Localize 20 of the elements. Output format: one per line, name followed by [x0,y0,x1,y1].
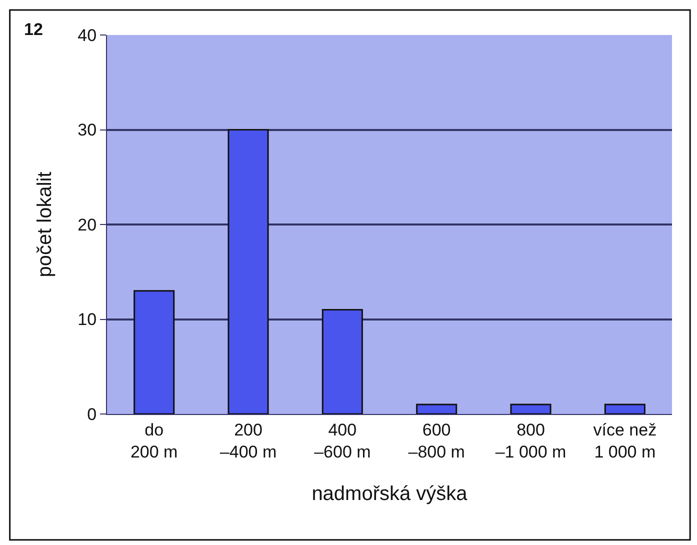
y-tick-label: 40 [78,26,97,45]
x-axis-title: nadmořská výška [312,483,468,505]
bar [134,290,175,414]
x-tick-label: 200 –400 m [220,420,277,462]
x-tick-label: 800 –1 000 m [495,420,566,462]
bar [322,309,363,414]
y-axis-title: počet lokalit [34,171,56,278]
x-tick-label: do 200 m [130,420,178,462]
y-tick-label: 0 [87,404,97,424]
y-tick-label: 20 [78,215,97,234]
x-tick-label: více než 1 000 m [593,420,657,462]
bar [604,404,646,414]
x-tick-label: 400 –600 m [314,420,371,462]
chart-title: 12 [24,20,43,39]
y-tick-label: 10 [78,310,97,330]
y-tick-label: 30 [78,120,97,140]
bar [416,404,458,414]
bar [228,129,269,414]
bar [510,404,552,414]
x-tick-label: 600 –800 m [408,420,465,462]
